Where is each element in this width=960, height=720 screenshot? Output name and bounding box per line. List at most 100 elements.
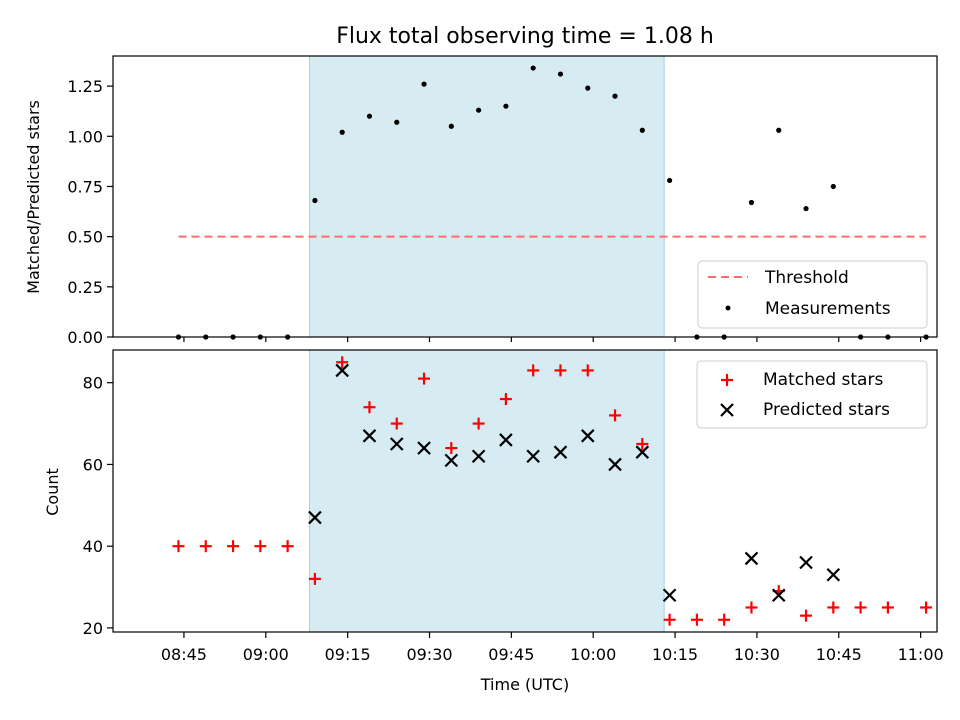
predicted-star-point: [608, 457, 622, 472]
legend-predicted-swatch: [720, 403, 734, 417]
matched-star-point: [472, 417, 485, 430]
x-tick-label: 10:45: [816, 645, 862, 664]
measurement-point: [776, 127, 782, 133]
top-panel: 0.00 0.25 0.50 0.75 1.00 1.25 Matched/Predict…: [24, 55, 938, 347]
measurement-point: [312, 197, 318, 204]
measurement-point: [667, 177, 673, 184]
top-y-tick-label: 0.75: [67, 177, 103, 196]
x-tick-label: 10:00: [570, 645, 616, 664]
matched-star-point: [172, 540, 185, 553]
bottom-x-ticks: 08:45 09:00 09:15 09:30 09:45 10:00 10:15 10:30…: [161, 632, 944, 664]
matched-star-point: [308, 572, 321, 585]
top-y-axis-label: Matched/Predicted stars: [24, 100, 43, 294]
bottom-y-ticks: 20 40 60 80: [83, 374, 113, 638]
matched-star-point: [281, 540, 294, 553]
measurement-point: [639, 127, 645, 133]
predicted-star-point: [471, 449, 486, 464]
top-y-tick-label: 1.00: [67, 127, 103, 146]
top-y-tick-label: 0.50: [67, 228, 103, 247]
bottom-legend: Matched stars Predicted stars: [696, 360, 928, 429]
x-tick-label: 09:15: [325, 645, 371, 664]
matched-star-point: [718, 613, 731, 626]
predicted-star-point: [335, 363, 349, 378]
measurement-point: [476, 107, 482, 113]
x-axis-label: Time (UTC): [480, 675, 569, 694]
predicted-star-point: [662, 588, 677, 602]
measurement-point: [448, 123, 454, 129]
matched-star-point: [609, 409, 622, 422]
bottom-legend-box: [696, 360, 928, 429]
top-y-tick-label: 0.25: [67, 278, 103, 297]
x-tick-label: 09:00: [243, 645, 289, 664]
predicted-star-point: [308, 510, 322, 525]
matched-star-point: [418, 372, 431, 385]
matched-star-point: [854, 601, 867, 614]
matched-star-point: [690, 613, 703, 626]
legend-matched-swatch: [721, 374, 733, 386]
legend-measurements-swatch: [725, 305, 731, 311]
measurement-point: [748, 199, 755, 206]
predicted-star-point: [389, 437, 404, 451]
observing-span-shade-bottom: [308, 349, 665, 633]
matched-star-point: [499, 393, 512, 406]
legend-predicted-label: Predicted stars: [763, 400, 890, 420]
count-points: [172, 356, 933, 626]
bottom-y-tick-label: 40: [83, 537, 103, 556]
predicted-star-point: [417, 441, 431, 455]
x-tick-label: 10:15: [652, 645, 698, 664]
x-tick-label: 09:45: [488, 645, 534, 664]
predicted-star-point: [526, 449, 540, 464]
top-y-tick-label: 1.25: [67, 77, 103, 96]
matched-star-point: [445, 442, 458, 455]
top-y-ticks: 0.00 0.25 0.50 0.75 1.00 1.25: [67, 77, 113, 347]
measurement-point: [503, 103, 509, 109]
matched-star-point: [827, 601, 840, 614]
top-axes-frame: [112, 55, 938, 338]
matched-star-point: [663, 613, 676, 626]
x-tick-label: 09:30: [406, 645, 452, 664]
matched-star-point: [636, 438, 649, 450]
predicted-star-point: [580, 429, 595, 443]
chart-title: Flux total observing time = 1.08 h: [336, 24, 714, 49]
matched-star-point: [390, 417, 403, 430]
matched-star-point: [199, 540, 212, 553]
measurement-point: [557, 71, 564, 77]
predicted-star-point: [771, 588, 786, 602]
bottom-panel: 20 40 60 80 08:45 09:00 09:15 09:30 09:45 10:00 1…: [43, 349, 944, 694]
top-y-tick-label: 0.00: [67, 328, 103, 347]
measurement-point: [421, 81, 427, 87]
matched-star-point: [881, 601, 894, 614]
measurement-points: [175, 65, 929, 340]
matched-star-point: [363, 401, 376, 414]
legend-measurements-label: Measurements: [765, 299, 891, 319]
measurement-point: [612, 93, 618, 99]
predicted-star-point: [444, 453, 459, 468]
measurement-point: [530, 65, 536, 71]
bottom-axes-frame: [112, 349, 938, 633]
bottom-y-tick-label: 80: [83, 374, 103, 393]
measurement-point: [339, 129, 345, 135]
measurement-point: [803, 205, 809, 212]
matched-star-point: [336, 356, 349, 369]
matched-star-point: [920, 601, 933, 614]
matched-star-point: [800, 609, 813, 622]
x-tick-label: 08:45: [161, 645, 207, 664]
predicted-star-point: [826, 568, 841, 582]
top-x-ticks: [183, 337, 922, 342]
matched-star-point: [227, 540, 240, 553]
matched-star-point: [581, 364, 594, 377]
top-legend: Threshold Measurements: [697, 260, 928, 329]
measurement-point: [585, 85, 591, 91]
matched-star-point: [527, 364, 540, 377]
matched-star-point: [745, 601, 758, 614]
x-tick-label: 11:00: [898, 645, 944, 664]
measurement-point: [394, 119, 400, 125]
x-tick-label: 10:30: [734, 645, 780, 664]
matched-star-point: [254, 540, 267, 553]
predicted-star-point: [553, 445, 568, 459]
bottom-y-tick-label: 60: [83, 455, 103, 474]
top-legend-box: [697, 260, 928, 329]
bottom-y-tick-label: 20: [83, 619, 103, 638]
legend-threshold-label: Threshold: [764, 268, 849, 288]
